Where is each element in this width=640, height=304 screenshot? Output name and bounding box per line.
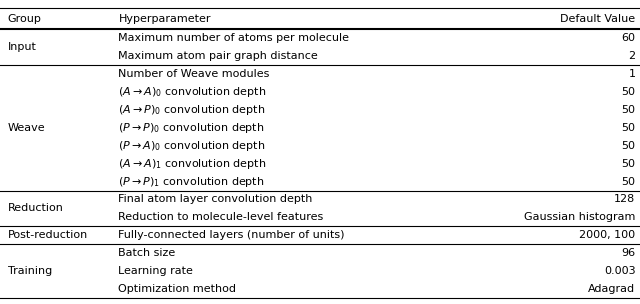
Text: Learning rate: Learning rate (118, 266, 193, 276)
Text: 2000, 100: 2000, 100 (579, 230, 636, 240)
Text: 96: 96 (621, 248, 636, 258)
Text: $(P \rightarrow P)_0$ convolution depth: $(P \rightarrow P)_0$ convolution depth (118, 121, 265, 135)
Text: 0.003: 0.003 (604, 266, 636, 276)
Text: Hyperparameter: Hyperparameter (118, 14, 211, 23)
Text: $(A \rightarrow A)_1$ convolution depth: $(A \rightarrow A)_1$ convolution depth (118, 157, 267, 171)
Text: Training: Training (8, 266, 52, 276)
Text: Maximum number of atoms per molecule: Maximum number of atoms per molecule (118, 33, 349, 43)
Text: 60: 60 (621, 33, 636, 43)
Text: 128: 128 (614, 195, 636, 205)
Text: Default Value: Default Value (561, 14, 636, 23)
Text: $(P \rightarrow P)_1$ convolution depth: $(P \rightarrow P)_1$ convolution depth (118, 174, 265, 188)
Text: 50: 50 (621, 105, 636, 115)
Text: Post-reduction: Post-reduction (8, 230, 88, 240)
Text: 50: 50 (621, 87, 636, 97)
Text: Final atom layer convolution depth: Final atom layer convolution depth (118, 195, 313, 205)
Text: 1: 1 (628, 69, 636, 79)
Text: Reduction: Reduction (8, 203, 63, 213)
Text: Number of Weave modules: Number of Weave modules (118, 69, 270, 79)
Text: Fully-connected layers (number of units): Fully-connected layers (number of units) (118, 230, 345, 240)
Text: 2: 2 (628, 51, 636, 61)
Text: $(A \rightarrow A)_0$ convolution depth: $(A \rightarrow A)_0$ convolution depth (118, 85, 267, 99)
Text: 50: 50 (621, 177, 636, 187)
Text: 50: 50 (621, 123, 636, 133)
Text: Batch size: Batch size (118, 248, 175, 258)
Text: Gaussian histogram: Gaussian histogram (524, 212, 636, 223)
Text: Weave: Weave (8, 123, 45, 133)
Text: $(P \rightarrow A)_0$ convolution depth: $(P \rightarrow A)_0$ convolution depth (118, 139, 266, 153)
Text: $(A \rightarrow P)_0$ convolution depth: $(A \rightarrow P)_0$ convolution depth (118, 103, 266, 117)
Text: Optimization method: Optimization method (118, 284, 236, 294)
Text: 50: 50 (621, 141, 636, 151)
Text: Maximum atom pair graph distance: Maximum atom pair graph distance (118, 51, 318, 61)
Text: Input: Input (8, 42, 36, 52)
Text: Reduction to molecule-level features: Reduction to molecule-level features (118, 212, 324, 223)
Text: 50: 50 (621, 159, 636, 169)
Text: Group: Group (8, 14, 42, 23)
Text: Adagrad: Adagrad (588, 284, 636, 294)
